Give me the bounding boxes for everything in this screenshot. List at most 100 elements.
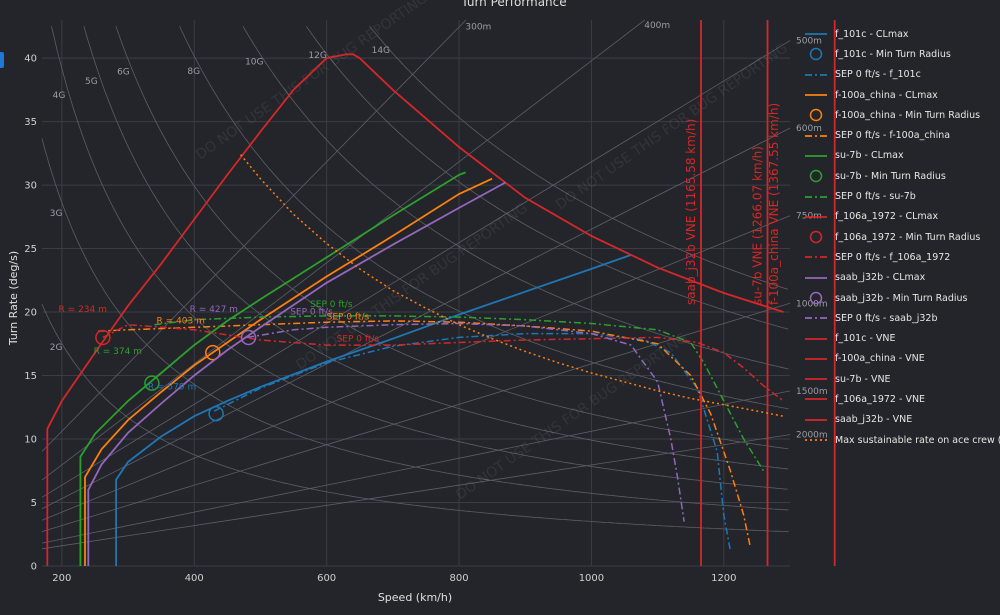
legend-label: f-100a_china - VNE xyxy=(835,353,925,365)
g-line-label: 12G xyxy=(308,51,326,61)
min-turn-radius-marker xyxy=(205,344,221,361)
y-tick-label: 10 xyxy=(24,435,37,446)
radius-line-label: 300m xyxy=(465,23,491,33)
legend-item[interactable]: SEP 0 ft/s - f_101c xyxy=(803,65,1000,85)
legend-item[interactable]: su-7b - VNE xyxy=(803,369,1000,389)
radius-line-label: 500m xyxy=(796,37,822,47)
x-tick-label: 600 xyxy=(317,573,336,584)
legend-label: su-7b - VNE xyxy=(835,373,891,385)
legend-item[interactable]: SEP 0 ft/s - saab_j32b xyxy=(803,308,1000,328)
legend-label: SEP 0 ft/s - saab_j32b xyxy=(835,312,938,324)
radius-line xyxy=(41,127,791,510)
sidebar-tab-indicator[interactable] xyxy=(0,52,4,68)
axes: 200 400 600 800 1000 1200 0 5 10 15 20 25 30 35 40 xyxy=(24,54,736,584)
y-tick-label: 40 xyxy=(24,54,37,65)
chart-title: Turn Performance xyxy=(460,0,566,9)
radius-line-label: 1500m xyxy=(796,387,828,397)
legend-label: f_106a_1972 - Min Turn Radius xyxy=(835,231,981,243)
legend-label: f_101c - CLmax xyxy=(835,28,909,40)
annotation-label: R = 403 m xyxy=(157,316,205,326)
legend-label: f_101c - VNE xyxy=(835,333,896,345)
radius-line-label: 2000m xyxy=(796,431,828,441)
radius-line-label: 600m xyxy=(796,124,822,134)
g-line-label: 14G xyxy=(372,46,390,56)
legend-item[interactable]: SEP 0 ft/s - su-7b xyxy=(803,186,1000,206)
g-line-label: 10G xyxy=(245,57,263,67)
y-tick-label: 30 xyxy=(24,181,37,192)
legend-item[interactable]: f_106a_1972 - CLmax xyxy=(803,207,1000,227)
g-line xyxy=(179,26,789,410)
legend-swatch xyxy=(805,94,827,96)
legend-item[interactable]: Max sustainable rate on ace crew (7.5 xyxy=(803,430,1000,450)
series-line xyxy=(102,323,784,402)
legend-label: SEP 0 ft/s - f_106a_1972 xyxy=(835,251,951,263)
radius-line xyxy=(41,434,791,550)
radius-line xyxy=(41,40,791,498)
legend-swatch xyxy=(805,195,827,198)
min-turn-radius-marker xyxy=(95,329,111,346)
legend-label: su-7b - Min Turn Radius xyxy=(835,170,946,182)
legend-item[interactable]: su-7b - CLmax xyxy=(803,146,1000,166)
legend-item[interactable]: su-7b - Min Turn Radius xyxy=(803,166,1000,186)
legend-item[interactable]: saab_j32b - Min Turn Radius xyxy=(803,288,1000,308)
min-turn-radius-marker xyxy=(144,375,160,391)
annotation-label: R = 427 m xyxy=(190,305,238,315)
radius-line-label: 1000m xyxy=(796,299,828,309)
g-line xyxy=(242,26,789,370)
legend-swatch xyxy=(809,291,823,305)
x-tick-label: 1200 xyxy=(711,573,736,584)
legend-swatch xyxy=(805,33,827,36)
legend-swatch xyxy=(809,169,823,183)
legend-swatch xyxy=(805,357,827,360)
g-line xyxy=(83,26,789,470)
y-axis-label: Turn Rate (deg/s) xyxy=(7,251,20,346)
x-axis-label: Speed (km/h) xyxy=(378,591,452,604)
legend-item[interactable]: f_106a_1972 - Min Turn Radius xyxy=(803,227,1000,247)
legend-label: f_106a_1972 - VNE xyxy=(835,393,926,405)
g-line-label: 5G xyxy=(85,77,98,87)
annotation-label: R = 234 m xyxy=(59,305,107,315)
legend-swatch xyxy=(805,256,827,259)
legend-swatch xyxy=(805,276,827,279)
annotation-label: R = 374 m xyxy=(94,347,142,357)
annotation-label: SEP 0 ft/s xyxy=(310,300,353,310)
y-tick-label: 15 xyxy=(24,371,37,382)
legend-item[interactable]: SEP 0 ft/s - f_106a_1972 xyxy=(803,247,1000,267)
series-line xyxy=(98,320,752,548)
legend-item[interactable]: f_101c - Min Turn Radius xyxy=(803,44,1000,64)
legend-item[interactable]: SEP 0 ft/s - f-100a_china xyxy=(803,125,1000,145)
legend-item[interactable]: f-100a_china - Min Turn Radius xyxy=(803,105,1000,125)
y-tick-label: 35 xyxy=(24,117,37,128)
series-line xyxy=(240,154,784,417)
legend-item[interactable]: f_101c - VNE xyxy=(803,328,1000,348)
g-line xyxy=(305,26,789,330)
vne-label: su-7b VNE (1266.07 km/h) xyxy=(751,146,765,305)
x-tick-label: 200 xyxy=(52,573,71,584)
x-tick-label: 1000 xyxy=(579,573,604,584)
g-line xyxy=(41,304,789,533)
y-tick-label: 25 xyxy=(24,244,37,255)
series-line xyxy=(247,322,685,522)
annotations: R = 234 m R = 403 mR = 427 m R = 374 m R = … xyxy=(59,300,380,393)
legend-swatch xyxy=(805,317,827,320)
y-tick-label: 20 xyxy=(24,308,37,319)
legend-item[interactable]: f_106a_1972 - VNE xyxy=(803,389,1000,409)
legend-swatch xyxy=(809,48,823,61)
vne-label: saab_j32b VNE (1165.58 km/h) xyxy=(684,119,698,305)
legend-swatch xyxy=(809,109,823,122)
g-line xyxy=(369,26,789,290)
legend-item[interactable]: f-100a_china - VNE xyxy=(803,349,1000,369)
legend-swatch xyxy=(809,230,823,244)
legend-item[interactable]: f-100a_china - CLmax xyxy=(803,85,1000,105)
legend-item[interactable]: saab_j32b - CLmax xyxy=(803,268,1000,288)
g-line-label: 2G xyxy=(50,343,63,353)
legend-item[interactable]: saab_j32b - VNE xyxy=(803,410,1000,430)
legend-label: f-100a_china - CLmax xyxy=(835,89,938,101)
x-tick-label: 400 xyxy=(185,573,204,584)
legend-label: f_106a_1972 - CLmax xyxy=(835,211,939,223)
legend: f_101c - CLmax f_101c - Min Turn Radius SE… xyxy=(803,24,1000,450)
series-line xyxy=(46,53,784,566)
min-turn-radius-marker xyxy=(208,405,224,422)
legend-item[interactable]: f_101c - CLmax xyxy=(803,24,1000,44)
